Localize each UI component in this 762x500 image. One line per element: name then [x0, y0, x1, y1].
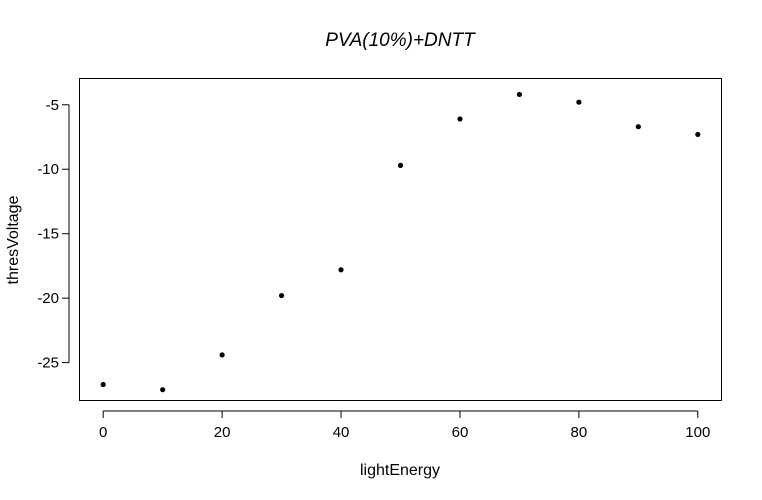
x-tick-label: 20: [214, 424, 231, 441]
x-axis: 0 20 40 60 80 100: [99, 410, 710, 441]
data-point: [516, 91, 523, 98]
data-points: [100, 91, 701, 393]
data-point: [338, 267, 344, 273]
y-tick-label: -25: [37, 355, 59, 372]
data-point: [100, 381, 106, 388]
x-tick-label: 40: [333, 424, 350, 441]
x-tick-label: 80: [571, 424, 588, 441]
y-tick-label: -10: [37, 161, 59, 178]
plot-frame: [79, 78, 722, 401]
y-tick-label: -20: [37, 290, 59, 307]
data-point: [695, 131, 701, 138]
y-tick-label: -15: [37, 226, 59, 243]
data-point: [397, 162, 404, 168]
data-point: [635, 124, 641, 130]
data-point: [576, 99, 582, 105]
data-point: [278, 292, 285, 299]
data-point: [160, 387, 166, 393]
y-tick-label: -5: [46, 97, 59, 114]
y-axis-label: thresVoltage: [5, 195, 22, 284]
data-point: [219, 352, 225, 358]
x-axis-label: lightEnergy: [360, 462, 440, 479]
x-tick-label: 0: [99, 424, 107, 441]
chart-title: PVA(10%)+DNTT: [325, 30, 476, 51]
data-point: [457, 116, 463, 122]
x-tick-label: 100: [685, 424, 710, 441]
y-axis: -25 -20 -15 -10 -5: [37, 97, 70, 372]
x-tick-label: 60: [452, 424, 469, 441]
